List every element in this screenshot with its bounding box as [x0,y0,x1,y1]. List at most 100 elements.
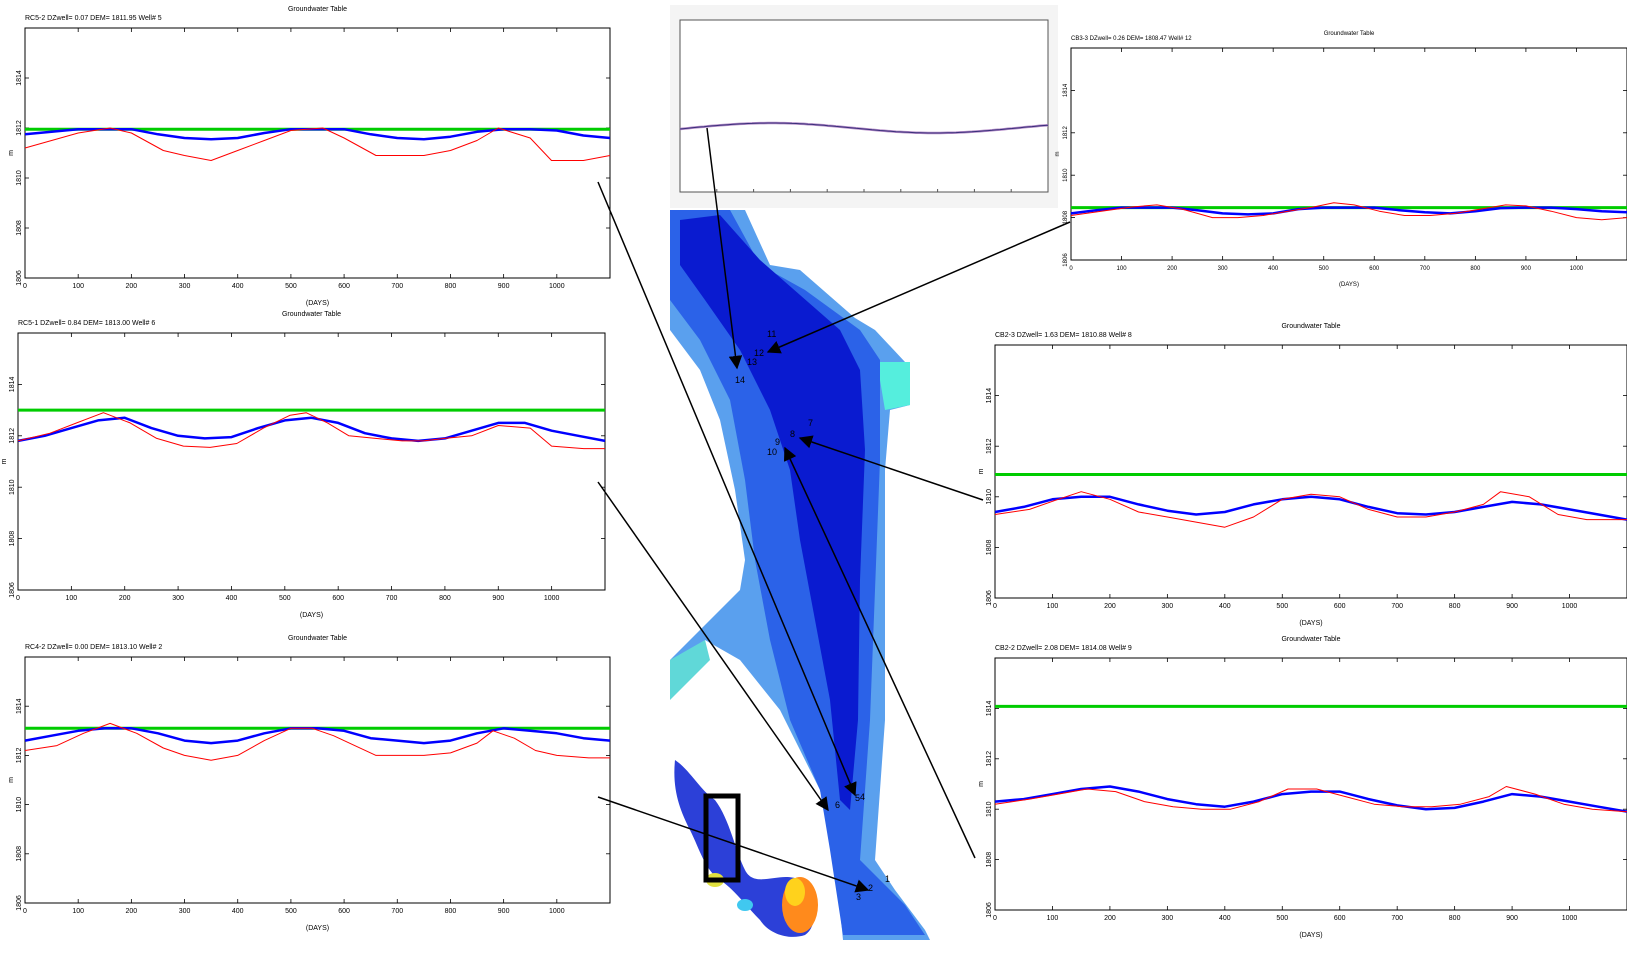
simulated-line [1070,206,1627,216]
y-axis-label: m [978,781,985,787]
x-tick-label: 400 [1219,915,1231,922]
x-tick-label: 0 [16,595,20,602]
well-number-label: 1 [885,874,890,884]
x-tick-label: 400 [232,908,244,915]
chart-panel-5: Groundwater Table CB2-3 DZwell= 1.63 DEM=… [978,323,1627,627]
chart-panel-3: Groundwater Table RC4-2 DZwell= 0.00 DEM=… [8,635,611,932]
x-tick-label: 300 [179,908,191,915]
y-tick-label: 1806 [1063,253,1069,267]
y-tick-label: 1808 [986,540,993,556]
x-tick-label: 700 [391,283,403,290]
y-tick-label: 1814 [16,70,23,86]
x-tick-label: 1000 [544,595,560,602]
x-tick-label: 200 [1104,915,1116,922]
y-axis-label: m [1055,152,1061,157]
x-tick-label: 300 [1162,603,1174,610]
x-tick-label: 800 [445,908,457,915]
well-number-label: 2 [868,883,873,893]
y-axis-label: m [8,777,15,783]
plot-frame [17,332,606,591]
chart-header: RC5-1 DZwell= 0.84 DEM= 1813.00 Well# 6 [18,320,155,327]
x-axis-label: (DAYS) [300,612,323,619]
well-number-label: 3 [856,892,861,902]
y-axis-label: m [1,458,8,464]
x-tick-label: 1000 [549,283,565,290]
chart-panel-6: Groundwater Table CB2-2 DZwell= 2.08 DEM=… [978,636,1627,939]
chart-header: CB2-3 DZwell= 1.63 DEM= 1810.88 Well# 8 [995,332,1132,339]
observed-line [994,491,1627,528]
x-tick-label: 100 [72,283,84,290]
x-tick-label: 0 [993,603,997,610]
x-tick-label: 200 [1167,266,1178,272]
chart-header: RC5-2 DZwell= 0.07 DEM= 1811.95 Well# 5 [25,15,162,22]
y-axis-label: m [978,468,985,474]
pointer-arrow [766,221,1071,354]
y-axis-label: m [8,150,15,156]
well-number-label: 8 [790,429,795,439]
simulated-line [994,495,1627,521]
x-tick-label: 600 [1334,603,1346,610]
x-tick-label: 100 [1047,603,1059,610]
x-tick-label: 700 [1391,915,1403,922]
y-tick-label: 1814 [16,698,23,714]
well-number-label: 7 [808,418,813,428]
x-tick-label: 500 [285,283,297,290]
x-axis-label: (DAYS) [306,925,329,932]
x-tick-label: 400 [1219,603,1231,610]
pointer-arrow [783,446,976,859]
y-tick-label: 1808 [1063,210,1069,224]
chart-title: Groundwater Table [1281,636,1340,643]
y-tick-label: 1812 [1063,125,1069,139]
chart-panel-4: Groundwater Table CB3-3 DZwell= 0.26 DEM=… [1055,31,1627,288]
x-tick-label: 800 [445,283,457,290]
pointer-arrow [597,481,829,812]
x-tick-label: 500 [1276,915,1288,922]
x-tick-label: 700 [386,595,398,602]
x-tick-label: 100 [72,908,84,915]
x-tick-label: 900 [498,908,510,915]
x-tick-label: 0 [23,283,27,290]
x-tick-label: 900 [1521,266,1532,272]
chart-title: Groundwater Table [1281,323,1340,330]
observed-line [24,127,611,161]
y-tick-label: 1812 [986,438,993,454]
river-deep-channel [680,215,865,810]
y-tick-label: 1810 [16,797,23,813]
x-tick-label: 400 [232,283,244,290]
y-tick-label: 1810 [986,489,993,505]
y-tick-label: 1812 [986,751,993,767]
x-tick-label: 300 [172,595,184,602]
chart-panel-2: Groundwater Table RC5-1 DZwell= 0.84 DEM=… [1,311,606,619]
x-tick-label: 500 [1276,603,1288,610]
x-tick-label: 800 [439,595,451,602]
inset-series-dark [679,122,1049,134]
y-tick-label: 1810 [16,170,23,186]
observed-line [24,722,610,761]
x-tick-label: 100 [66,595,78,602]
simulated-line [24,127,611,141]
x-tick-label: 600 [338,908,350,915]
x-tick-label: 1000 [549,908,565,915]
overview-inset [670,5,1058,208]
x-tick-label: 0 [1069,266,1073,272]
x-tick-label: 200 [126,283,138,290]
y-tick-label: 1814 [986,388,993,404]
well-number-label: 10 [767,447,777,457]
x-tick-label: 800 [1449,603,1461,610]
observed-line [994,786,1627,813]
wetland-blue [674,760,815,937]
chart-header: RC4-2 DZwell= 0.00 DEM= 1813.10 Well# 2 [25,644,162,651]
y-tick-label: 1812 [16,748,23,764]
well-number-label: 5 [855,793,860,803]
y-tick-label: 1810 [1063,168,1069,182]
x-tick-label: 400 [226,595,238,602]
x-tick-label: 300 [1218,266,1229,272]
x-tick-label: 900 [492,595,504,602]
x-tick-label: 900 [1506,915,1518,922]
well-number-label: 12 [754,348,764,358]
x-tick-label: 1000 [1562,603,1578,610]
x-tick-label: 200 [126,908,138,915]
x-axis-label: (DAYS) [1339,282,1359,288]
